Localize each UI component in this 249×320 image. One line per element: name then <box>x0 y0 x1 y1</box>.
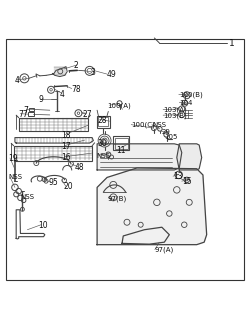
Polygon shape <box>177 144 202 170</box>
Text: 49: 49 <box>107 70 117 79</box>
Text: 19: 19 <box>8 154 18 163</box>
Text: 1: 1 <box>229 39 235 48</box>
Text: 100(A): 100(A) <box>108 102 131 109</box>
Text: 77: 77 <box>18 110 28 119</box>
Text: NSS: NSS <box>96 153 110 158</box>
Text: 4: 4 <box>60 90 65 99</box>
Bar <box>19 118 88 132</box>
Text: 20: 20 <box>63 182 73 191</box>
Text: 95: 95 <box>49 179 58 188</box>
Text: 28: 28 <box>98 116 107 125</box>
Bar <box>98 117 108 126</box>
Text: 30: 30 <box>98 139 108 148</box>
Text: NSS: NSS <box>8 174 22 180</box>
Text: 18: 18 <box>61 131 70 140</box>
Text: 100(C): 100(C) <box>131 122 155 128</box>
Text: 97(B): 97(B) <box>107 195 126 202</box>
Bar <box>29 108 34 111</box>
Text: 104: 104 <box>179 100 193 106</box>
Polygon shape <box>97 144 182 170</box>
Text: 27: 27 <box>82 110 92 119</box>
Text: 100(B): 100(B) <box>179 92 202 98</box>
Text: 11: 11 <box>116 146 126 155</box>
Bar <box>14 146 92 161</box>
Text: 97(A): 97(A) <box>154 247 174 253</box>
Text: 29: 29 <box>161 129 170 135</box>
Polygon shape <box>97 168 207 245</box>
Text: 17: 17 <box>61 142 71 151</box>
Text: 3: 3 <box>91 68 96 77</box>
Text: 13: 13 <box>173 172 183 181</box>
Text: 105: 105 <box>164 134 178 140</box>
Bar <box>97 116 110 128</box>
Text: NSS: NSS <box>152 122 166 128</box>
Text: 103(A): 103(A) <box>163 107 187 114</box>
Bar <box>115 138 128 149</box>
Text: 16: 16 <box>61 153 71 162</box>
Bar <box>113 136 129 150</box>
Text: 48: 48 <box>75 163 84 172</box>
Text: 15: 15 <box>182 177 191 187</box>
Text: 10: 10 <box>39 221 48 230</box>
Text: 2: 2 <box>73 61 78 70</box>
Text: NSS: NSS <box>20 194 34 200</box>
Text: 103(B): 103(B) <box>163 112 187 119</box>
Bar <box>28 112 34 116</box>
Text: 78: 78 <box>71 85 81 94</box>
Text: 7: 7 <box>24 106 29 115</box>
Text: 4: 4 <box>15 76 20 85</box>
Text: 9: 9 <box>38 95 43 104</box>
